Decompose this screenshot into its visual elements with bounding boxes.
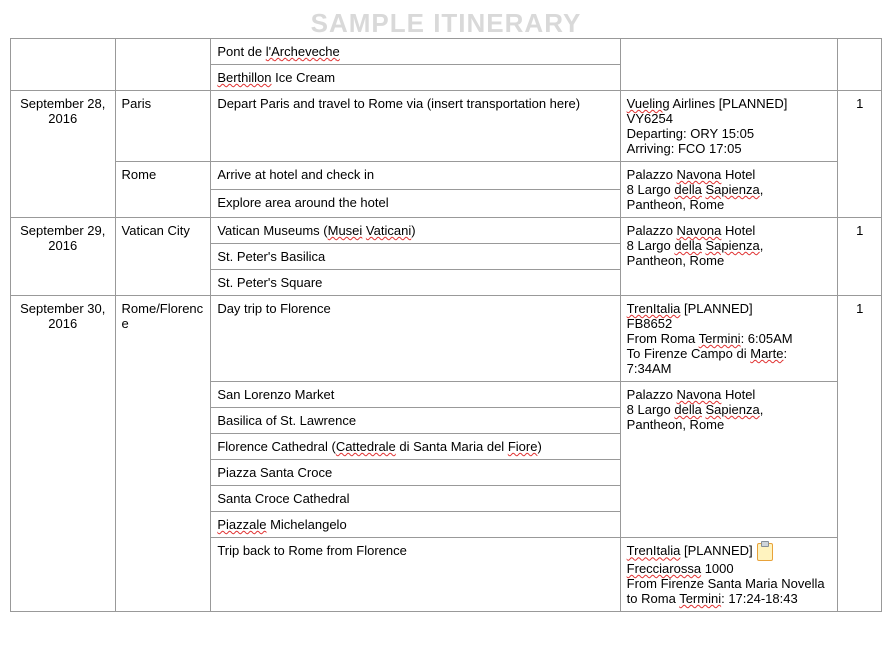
detail-cell: TrenItalia [PLANNED]FB8652From Roma Term…	[620, 296, 838, 382]
detail-cell: Vueling Airlines [PLANNED]VY6254Departin…	[620, 91, 838, 162]
date-cell: September 30, 2016	[11, 296, 116, 612]
city-cell: Rome	[115, 162, 211, 218]
nights-cell	[838, 39, 882, 91]
city-cell: Vatican City	[115, 218, 211, 296]
nights-cell: 1	[838, 91, 882, 218]
activity-cell: Day trip to Florence	[211, 296, 620, 382]
itinerary-table: Pont de l'ArchevecheBerthillon Ice Cream…	[10, 38, 882, 612]
watermark-title: SAMPLE ITINERARY	[0, 8, 892, 39]
detail-cell: TrenItalia [PLANNED]Frecciarossa 1000Fro…	[620, 538, 838, 612]
nights-cell: 1	[838, 218, 882, 296]
date-cell: September 29, 2016	[11, 218, 116, 296]
city-cell: Paris	[115, 91, 211, 162]
activity-cell: Depart Paris and travel to Rome via (ins…	[211, 91, 620, 162]
activity-cell: Trip back to Rome from Florence	[211, 538, 620, 612]
activity-cell: Explore area around the hotel	[211, 190, 620, 218]
activity-cell: Berthillon Ice Cream	[211, 65, 620, 91]
activity-cell: San Lorenzo Market	[211, 382, 620, 408]
activity-cell: Santa Croce Cathedral	[211, 486, 620, 512]
clipboard-icon	[757, 543, 773, 561]
activity-cell: Vatican Museums (Musei Vaticani)	[211, 218, 620, 244]
activity-cell: Piazzale Michelangelo	[211, 512, 620, 538]
city-cell	[115, 39, 211, 91]
activity-cell: St. Peter's Basilica	[211, 244, 620, 270]
detail-cell: Palazzo Navona Hotel8 Largo della Sapien…	[620, 162, 838, 218]
activity-cell: Piazza Santa Croce	[211, 460, 620, 486]
activity-cell: Basilica of St. Lawrence	[211, 408, 620, 434]
date-cell: September 28, 2016	[11, 91, 116, 218]
activity-cell: Pont de l'Archeveche	[211, 39, 620, 65]
detail-cell: Palazzo Navona Hotel8 Largo della Sapien…	[620, 218, 838, 296]
detail-cell: Palazzo Navona Hotel8 Largo della Sapien…	[620, 382, 838, 538]
activity-cell: Arrive at hotel and check in	[211, 162, 620, 190]
city-cell: Rome/Florence	[115, 296, 211, 612]
date-cell	[11, 39, 116, 91]
detail-cell	[620, 39, 838, 91]
nights-cell: 1	[838, 296, 882, 612]
activity-cell: Florence Cathedral (Cattedrale di Santa …	[211, 434, 620, 460]
activity-cell: St. Peter's Square	[211, 270, 620, 296]
